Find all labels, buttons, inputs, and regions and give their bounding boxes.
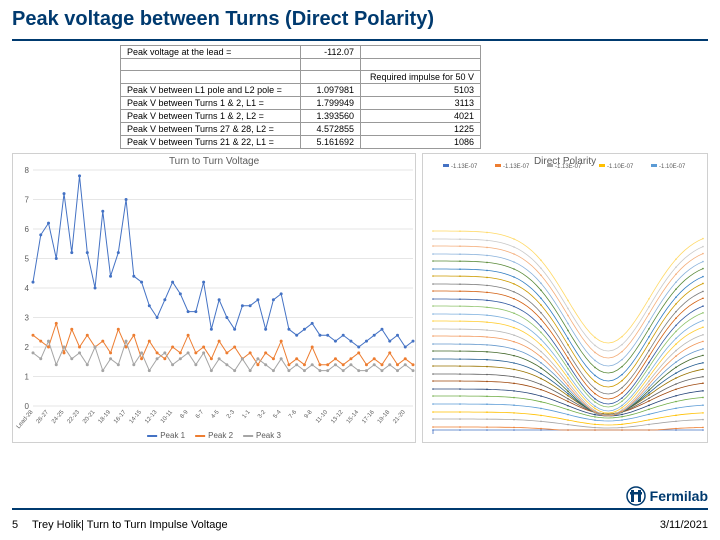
svg-text:9-8: 9-8 xyxy=(304,409,315,420)
chart-right-plot: -1.13E-07 -1.13E-07 -1.13E-07 -1.10E-07 -1.1… xyxy=(423,154,713,444)
svg-text:21-20: 21-20 xyxy=(392,409,407,425)
svg-text:-1.13E-07: -1.13E-07 xyxy=(555,164,582,170)
title-rule xyxy=(12,39,708,41)
svg-text:16-17: 16-17 xyxy=(113,409,128,425)
chart-left-legend: Peak 1Peak 2Peak 3 xyxy=(147,431,281,440)
svg-text:1: 1 xyxy=(25,373,30,382)
voltage-table: Peak voltage at the lead =-112.07Require… xyxy=(120,45,481,149)
svg-text:3-2: 3-2 xyxy=(257,409,268,420)
fermilab-logo-icon xyxy=(626,486,646,506)
svg-text:8-9: 8-9 xyxy=(179,409,190,420)
svg-text:10-11: 10-11 xyxy=(160,409,175,425)
svg-text:-1.13E-07: -1.13E-07 xyxy=(451,164,478,170)
svg-text:-1.10E-07: -1.10E-07 xyxy=(607,164,634,170)
svg-text:5: 5 xyxy=(25,255,30,264)
turn-to-turn-chart: Turn to Turn Voltage 012345678Lead-2826-… xyxy=(12,153,416,443)
svg-text:7-6: 7-6 xyxy=(288,409,299,420)
svg-text:1-1: 1-1 xyxy=(242,409,253,420)
svg-text:Lead-28: Lead-28 xyxy=(16,409,35,430)
svg-text:15-14: 15-14 xyxy=(346,409,361,425)
footer-text: Trey Holik| Turn to Turn Impulse Voltage xyxy=(32,519,660,531)
chart-left-plot: 012345678Lead-2826-2724-2522-2320-2118-1… xyxy=(13,154,423,444)
svg-text:14-15: 14-15 xyxy=(129,409,144,425)
page-number: 5 xyxy=(12,519,32,531)
svg-text:24-25: 24-25 xyxy=(51,409,66,425)
svg-text:2-3: 2-3 xyxy=(226,409,237,420)
svg-text:6: 6 xyxy=(25,225,30,234)
fermilab-logo: Fermilab xyxy=(626,486,708,506)
svg-text:20-21: 20-21 xyxy=(82,409,97,425)
svg-text:7: 7 xyxy=(25,196,30,205)
slide-footer: 5 Trey Holik| Turn to Turn Impulse Volta… xyxy=(0,510,720,540)
charts-row: Turn to Turn Voltage 012345678Lead-2826-… xyxy=(0,149,720,447)
svg-text:18-19: 18-19 xyxy=(98,409,113,425)
svg-text:22-23: 22-23 xyxy=(67,409,82,425)
logo-text: Fermilab xyxy=(650,488,708,504)
svg-text:26-27: 26-27 xyxy=(36,409,51,425)
direct-polarity-chart: Direct Polarity -1.13E-07-1.13E-07-1.13E… xyxy=(422,153,708,443)
svg-text:13-12: 13-12 xyxy=(330,409,345,425)
svg-text:19-18: 19-18 xyxy=(377,409,392,425)
svg-text:8: 8 xyxy=(25,166,30,175)
page-title: Peak voltage between Turns (Direct Polar… xyxy=(0,0,720,39)
svg-text:12-13: 12-13 xyxy=(144,409,159,425)
svg-text:11-10: 11-10 xyxy=(315,409,330,425)
svg-text:6-7: 6-7 xyxy=(195,409,206,420)
svg-text:5-4: 5-4 xyxy=(273,409,284,420)
svg-text:3: 3 xyxy=(25,314,30,323)
svg-text:4: 4 xyxy=(25,284,30,293)
svg-text:17-16: 17-16 xyxy=(361,409,376,425)
svg-text:2: 2 xyxy=(25,343,30,352)
footer-date: 3/11/2021 xyxy=(660,519,708,531)
svg-text:4-5: 4-5 xyxy=(210,409,221,420)
svg-text:-1.10E-07: -1.10E-07 xyxy=(659,164,686,170)
svg-text:-1.13E-07: -1.13E-07 xyxy=(503,164,530,170)
